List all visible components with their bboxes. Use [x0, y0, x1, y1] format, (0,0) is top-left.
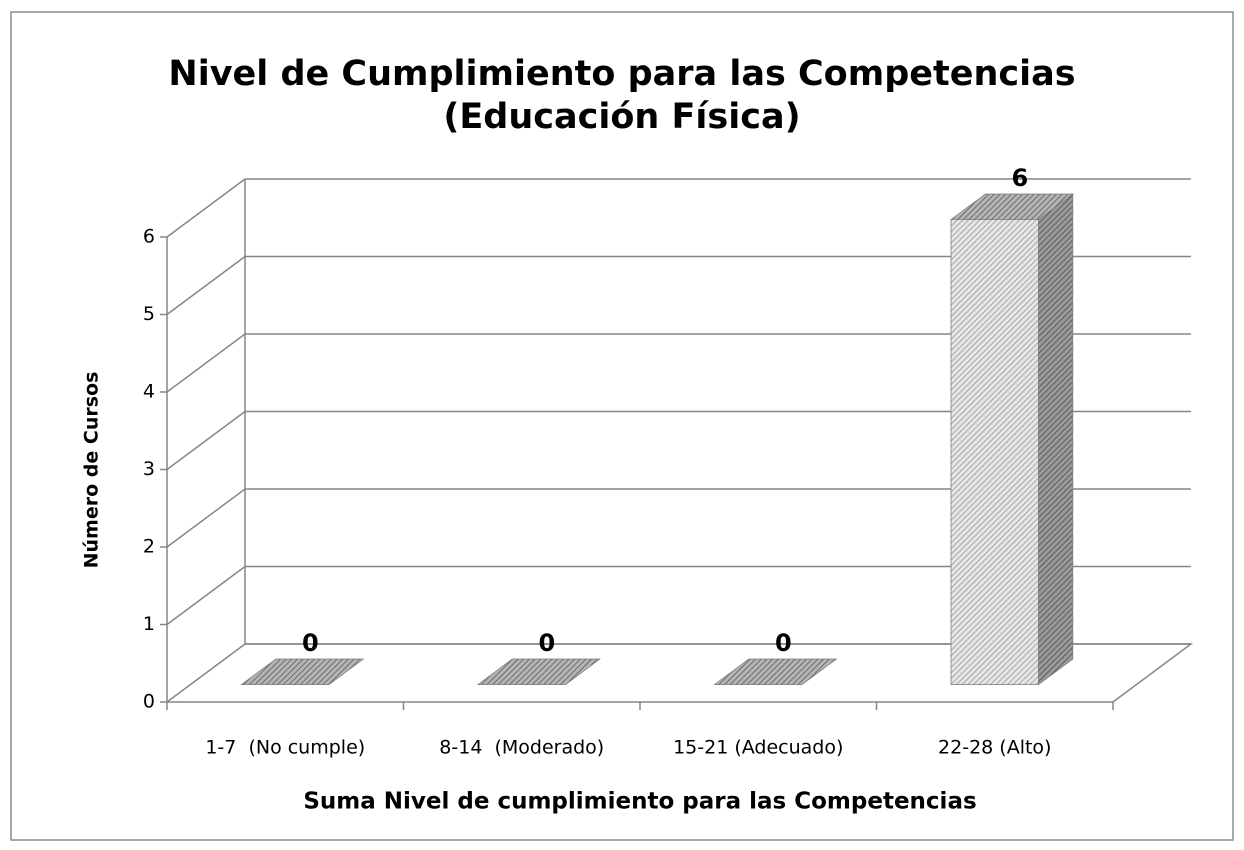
y-tick-label: 2 [143, 536, 155, 558]
bar-side [1038, 193, 1074, 686]
bar [240, 658, 365, 685]
value-label: 0 [302, 629, 319, 657]
x-tick-label: 22-28 (Alto) [938, 737, 1051, 759]
bar-top [713, 658, 838, 685]
y-tick-label: 3 [143, 458, 155, 480]
grid-line [166, 255, 1191, 316]
grid-line [166, 643, 1191, 703]
y-axis-title: Número de Cursos [81, 372, 103, 569]
y-tick-label: 5 [143, 303, 155, 325]
bar [713, 658, 838, 685]
value-label: 0 [539, 629, 556, 657]
x-tick-label: 15-21 (Adecuado) [673, 737, 843, 759]
bar-top [476, 658, 602, 685]
bar-top [240, 658, 365, 685]
x-axis-title: Suma Nivel de cumplimiento para las Comp… [303, 789, 976, 815]
bar [476, 658, 602, 685]
value-label: 0 [775, 629, 792, 657]
bar [949, 193, 1075, 686]
grid-line [166, 178, 1191, 238]
grid-line [166, 333, 1191, 393]
y-tick-label: 6 [143, 226, 155, 248]
bar-front [950, 219, 1039, 685]
grid-line [166, 410, 1191, 471]
grid-line [166, 488, 1191, 548]
y-tick-label: 0 [143, 691, 155, 713]
y-tick-label: 1 [143, 613, 155, 635]
value-label: 6 [1012, 164, 1029, 192]
x-tick-label: 8-14 (Moderado) [439, 737, 604, 759]
chart-title: Nivel de Cumplimiento para las Competenc… [168, 54, 1075, 94]
y-tick-label: 4 [143, 381, 155, 403]
grid-line [166, 565, 1191, 626]
chart-title: (Educación Física) [443, 97, 800, 137]
bar-top [949, 193, 1075, 221]
x-tick-label: 1-7 (No cumple) [205, 737, 365, 759]
